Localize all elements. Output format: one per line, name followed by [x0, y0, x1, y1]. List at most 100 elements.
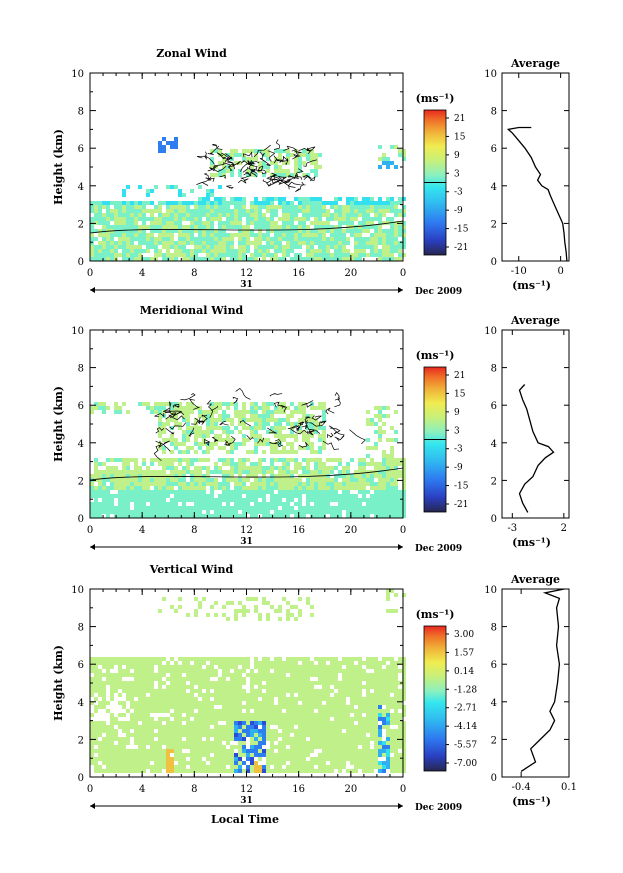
- avg-y-tick-label: 4: [491, 698, 497, 709]
- average-profile-line: [506, 126, 568, 262]
- heatmap-cells: [90, 589, 406, 773]
- x-tick-label: 0: [87, 525, 93, 536]
- x-tick-label: 12: [240, 784, 253, 795]
- average-title: Average: [510, 314, 560, 327]
- avg-x-tick-label: -3: [507, 523, 517, 534]
- colorbar-tick-label: 0.14: [454, 667, 474, 677]
- avg-y-tick-label: 0: [491, 773, 497, 784]
- y-tick-label: 0: [78, 257, 84, 268]
- date-day: 31: [240, 796, 253, 806]
- contour-lines: [89, 387, 404, 481]
- contour-lines: [89, 139, 404, 234]
- colorbar-tick-label: -7.00: [454, 759, 477, 769]
- panel-title: Vertical Wind: [149, 563, 234, 576]
- avg-y-tick-label: 10: [484, 585, 497, 596]
- avg-y-tick-label: 4: [491, 182, 497, 193]
- x-tick-label: 20: [344, 784, 357, 795]
- x-tick-label: 0: [87, 784, 93, 795]
- colorbar-tick-label: 15: [454, 132, 466, 142]
- average-unit: (ms⁻¹): [512, 279, 551, 292]
- x-tick-label: 12: [240, 268, 253, 279]
- avg-y-tick-label: 0: [491, 257, 497, 268]
- heatmap-cells: [90, 137, 406, 261]
- y-tick-label: 6: [78, 401, 84, 412]
- y-tick-label: 0: [78, 773, 84, 784]
- avg-y-tick-label: 0: [491, 514, 497, 525]
- x-tick-label: 0: [87, 268, 93, 279]
- date-axis-arrow-right: [398, 287, 403, 293]
- date-axis-arrow-left: [90, 544, 95, 550]
- average-frame: [501, 72, 570, 262]
- date-day: 31: [240, 280, 253, 290]
- x-tick-label: 16: [292, 525, 305, 536]
- y-tick-label: 10: [71, 585, 84, 596]
- colorbar-tick-label: -2.71: [454, 704, 477, 714]
- y-tick-label: 4: [78, 698, 84, 709]
- colorbar-tick-label: -15: [454, 482, 469, 492]
- y-tick-label: 8: [78, 623, 84, 634]
- colorbar-tick-label: -9: [454, 463, 463, 473]
- colorbar-tick-label: -4.14: [454, 722, 477, 732]
- y-tick-label: 6: [78, 660, 84, 671]
- x-tick-label: 8: [191, 784, 197, 795]
- date-month: Dec 2009: [415, 803, 462, 813]
- date-axis-arrow-left: [90, 287, 95, 293]
- x-tick-label: 0: [400, 268, 406, 279]
- colorbar-tick-label: -9: [454, 206, 463, 216]
- avg-x-tick-label: -0.4: [511, 782, 530, 793]
- avg-y-tick-label: 2: [491, 735, 497, 746]
- x-tick-label: 8: [191, 268, 197, 279]
- y-tick-label: 4: [78, 182, 84, 193]
- avg-y-tick-label: 6: [491, 401, 497, 412]
- x-tick-label: 0: [400, 784, 406, 795]
- colorbar: [423, 625, 447, 772]
- date-axis-arrow-right: [398, 544, 403, 550]
- x-tick-label: 16: [292, 268, 305, 279]
- colorbar-tick-label: 21: [454, 114, 465, 124]
- average-frame: [501, 588, 570, 778]
- avg-x-tick-label: 0: [557, 266, 563, 277]
- average-profile-line: [518, 384, 555, 513]
- colorbar-unit: (ms⁻¹): [416, 349, 455, 362]
- avg-x-tick-label: 2: [561, 523, 567, 534]
- y-tick-label: 4: [78, 439, 84, 450]
- colorbar-unit: (ms⁻¹): [416, 608, 455, 621]
- colorbar-unit: (ms⁻¹): [416, 92, 455, 105]
- average-unit: (ms⁻¹): [512, 536, 551, 549]
- avg-y-tick-label: 6: [491, 144, 497, 155]
- panel-title: Zonal Wind: [156, 47, 227, 60]
- x-tick-label: 4: [139, 268, 145, 279]
- avg-y-tick-label: 6: [491, 660, 497, 671]
- y-tick-label: 10: [71, 326, 84, 337]
- y-tick-label: 2: [78, 219, 84, 230]
- y-axis-label: Height (km): [52, 129, 65, 205]
- colorbar-tick-label: 3: [454, 426, 460, 436]
- colorbar-tick-label: -3: [454, 445, 463, 455]
- avg-y-tick-label: 2: [491, 476, 497, 487]
- average-frame: [501, 329, 570, 519]
- y-axis-label: Height (km): [52, 386, 65, 462]
- avg-y-tick-label: 2: [491, 219, 497, 230]
- colorbar-tick-label: 3.00: [454, 630, 474, 640]
- colorbar-tick-label: 15: [454, 389, 466, 399]
- colorbar-tick-label: -15: [454, 225, 469, 235]
- date-month: Dec 2009: [415, 544, 462, 554]
- panel-title: Meridional Wind: [140, 304, 244, 317]
- colorbar-tick-label: -5.57: [454, 741, 477, 751]
- x-tick-label: 0: [400, 525, 406, 536]
- y-tick-label: 2: [78, 476, 84, 487]
- y-tick-label: 8: [78, 107, 84, 118]
- colorbar-tick-label: 9: [454, 408, 460, 418]
- colorbar-tick-label: 21: [454, 371, 465, 381]
- x-tick-label: 20: [344, 268, 357, 279]
- average-title: Average: [510, 57, 560, 70]
- average-profile-line: [520, 588, 565, 772]
- y-tick-label: 2: [78, 735, 84, 746]
- y-tick-label: 6: [78, 144, 84, 155]
- avg-y-tick-label: 8: [491, 623, 497, 634]
- colorbar-tick-label: 3: [454, 169, 460, 179]
- x-axis-label: Local Time: [211, 813, 279, 826]
